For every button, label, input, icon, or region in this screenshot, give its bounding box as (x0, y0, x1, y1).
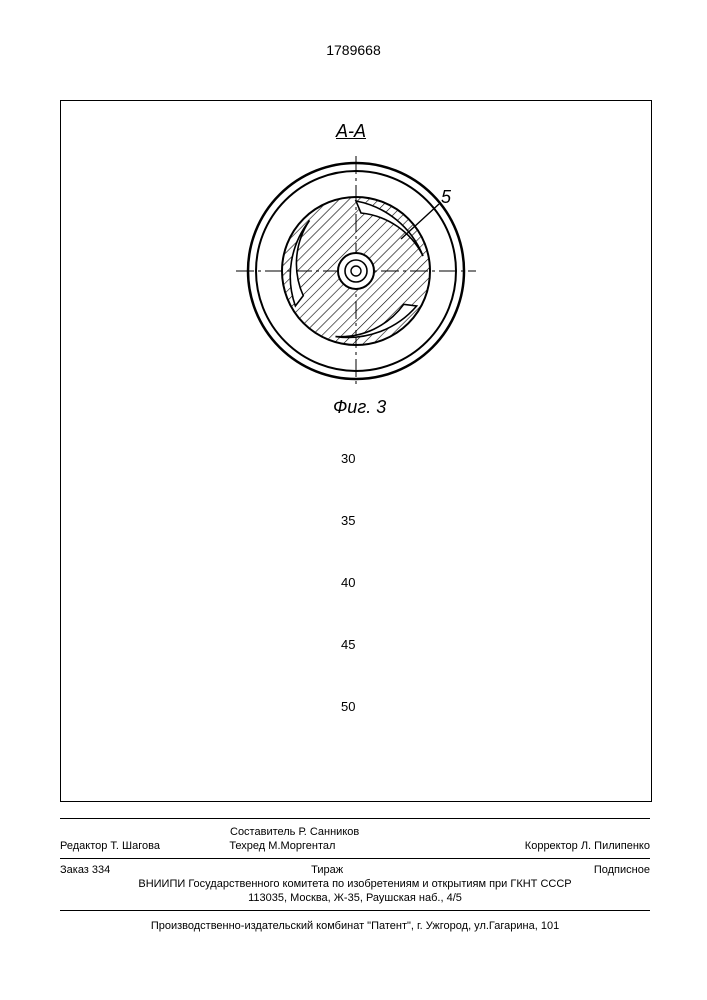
divider (60, 858, 650, 859)
compiler-text: Составитель Р. Санников (230, 826, 359, 838)
line-number: 35 (341, 513, 355, 528)
techred-text: Техред М.Моргентал (229, 840, 335, 852)
techred-name: М.Моргентал (268, 840, 335, 852)
techred-label: Техред (229, 840, 265, 852)
content-frame: А-А (60, 100, 652, 802)
corrector-label: Корректор (525, 840, 578, 852)
editor-name: Т. Шагова (110, 840, 160, 852)
figure-label: Фиг. 3 (333, 397, 386, 418)
subscription-label: Подписное (594, 864, 650, 876)
order-number: 334 (92, 864, 110, 876)
corrector-text: Корректор Л. Пилипенко (525, 840, 650, 852)
org-line-2: 113035, Москва, Ж-35, Раушская наб., 4/5 (60, 892, 650, 904)
publisher-line: Производственно-издательский комбинат "П… (60, 920, 650, 932)
line-number: 40 (341, 575, 355, 590)
org-line-1: ВНИИПИ Государственного комитета по изоб… (60, 878, 650, 890)
figure-diagram (61, 101, 651, 421)
credits-row-2: Редактор Т. Шагова Техред М.Моргентал Ко… (60, 840, 650, 852)
editor-label: Редактор (60, 840, 107, 852)
divider (60, 910, 650, 911)
publisher-text: Производственно-издательский комбинат "П… (151, 920, 559, 932)
org-text-1: ВНИИПИ Государственного комитета по изоб… (138, 878, 571, 890)
line-number: 45 (341, 637, 355, 652)
compiler-name: Р. Санников (298, 826, 359, 838)
org-text-2: 113035, Москва, Ж-35, Раушская наб., 4/5 (248, 892, 462, 904)
order-row: Заказ 334 Тираж Подписное (60, 864, 650, 876)
order-text: Заказ 334 (60, 864, 110, 876)
line-number: 30 (341, 451, 355, 466)
page: 1789668 А-А (0, 0, 707, 1000)
callout-number: 5 (441, 187, 451, 208)
tirazh-label: Тираж (311, 864, 343, 876)
corrector-name: Л. Пилипенко (581, 840, 650, 852)
order-label: Заказ (60, 864, 89, 876)
line-number: 50 (341, 699, 355, 714)
divider (60, 818, 650, 819)
document-number: 1789668 (0, 42, 707, 58)
compiler-label: Составитель (230, 826, 295, 838)
editor-text: Редактор Т. Шагова (60, 840, 160, 852)
